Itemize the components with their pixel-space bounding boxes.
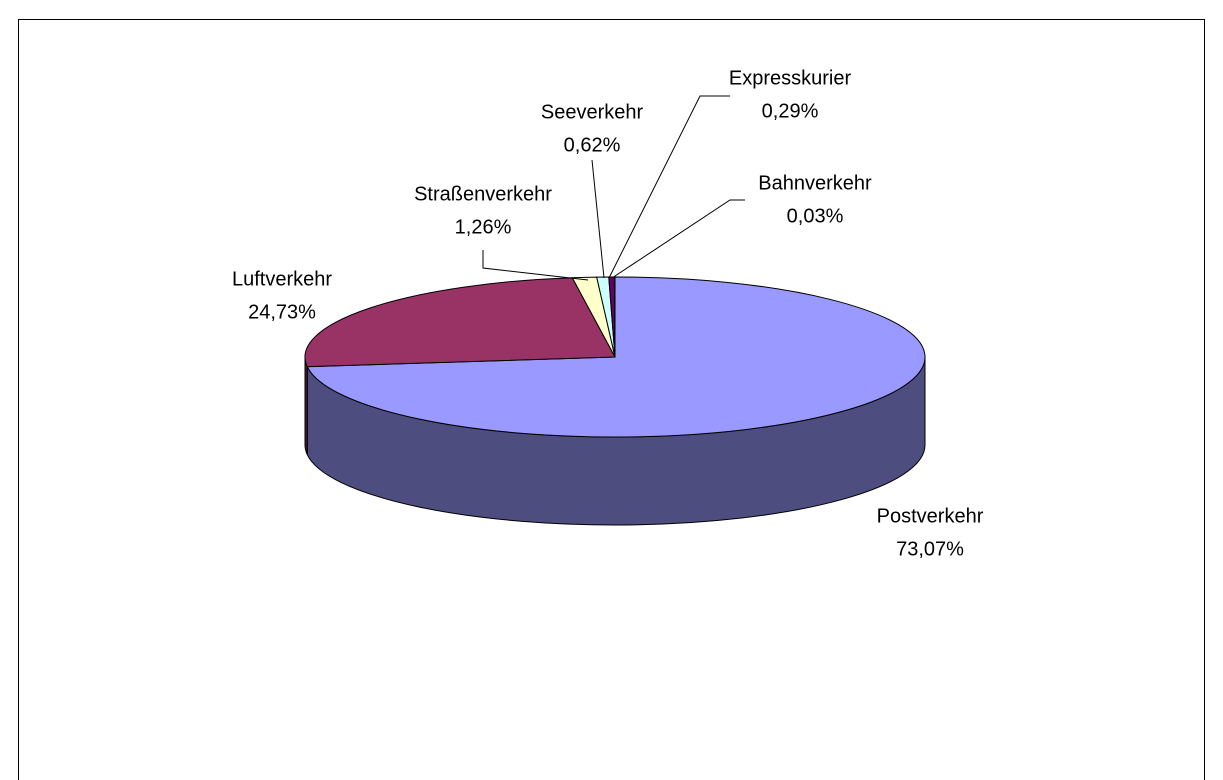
leader-line — [482, 250, 589, 281]
leader-line — [611, 199, 745, 279]
value-label: 24,73% — [248, 301, 316, 323]
slice-side — [304, 356, 308, 455]
leader-line — [608, 95, 730, 279]
value-label: 0,29% — [762, 100, 819, 122]
slice — [306, 276, 926, 438]
value-label: 1,26% — [455, 216, 512, 238]
value-label: 0,62% — [564, 134, 621, 156]
slice-label: Straßenverkehr — [414, 183, 552, 205]
slice-label: Luftverkehr — [232, 268, 332, 290]
leader-line — [591, 159, 605, 279]
value-label: 0,03% — [787, 205, 844, 227]
slice-label: Seeverkehr — [541, 101, 644, 123]
slice — [304, 277, 616, 368]
slice-label: Bahnverkehr — [758, 172, 872, 194]
slice — [613, 276, 616, 358]
slice-label: Postverkehr — [877, 505, 984, 527]
value-label: 73,07% — [896, 538, 964, 560]
slice-label: Expresskurier — [729, 67, 852, 89]
